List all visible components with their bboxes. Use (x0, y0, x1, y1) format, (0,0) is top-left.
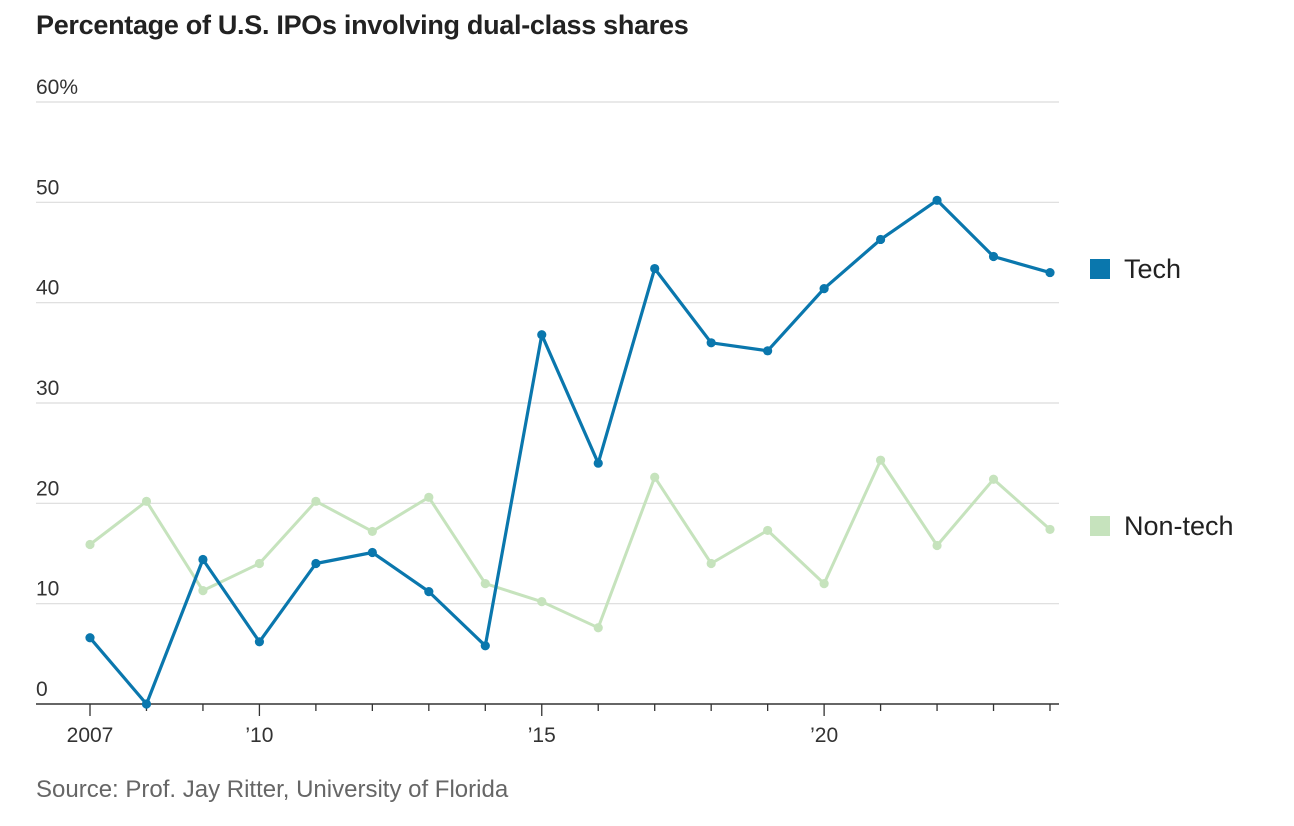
x-tick-label-2015: ’15 (528, 724, 556, 747)
y-tick-label-0: 0 (36, 678, 48, 701)
point-non-tech-2021 (875, 455, 886, 465)
y-axis-ticks: 0 10 20 30 40 50 60% (36, 76, 78, 701)
legend-label-tech: Tech (1124, 254, 1181, 284)
point-non-tech-2014 (480, 579, 490, 589)
point-tech-2017 (650, 263, 660, 274)
x-tick-label-2010: ’10 (245, 724, 273, 747)
series-line-tech (88, 198, 1052, 706)
point-tech-2022 (932, 195, 942, 205)
point-tech-2007 (85, 633, 95, 643)
point-tech-2023 (988, 251, 999, 262)
point-tech-2011 (311, 558, 321, 569)
point-tech-2010 (254, 637, 265, 647)
point-non-tech-2007 (85, 539, 95, 550)
y-tick-label-50: 50 (36, 176, 59, 199)
source-note: Source: Prof. Jay Ritter, University of … (36, 776, 509, 803)
point-non-tech-2024 (1045, 524, 1055, 535)
legend-swatch-non-tech (1090, 516, 1110, 536)
point-tech-2019 (763, 346, 773, 356)
gridlines (36, 101, 1059, 605)
series-line-non-tech (88, 458, 1052, 630)
series-points (85, 195, 1055, 709)
y-tick-label-20: 20 (36, 477, 59, 500)
point-non-tech-2012 (367, 526, 377, 537)
point-tech-2016 (593, 458, 603, 468)
point-non-tech-2018 (706, 558, 716, 569)
point-non-tech-2020 (819, 579, 829, 589)
point-non-tech-2022 (932, 540, 942, 551)
point-non-tech-2013 (424, 492, 434, 502)
point-non-tech-2016 (593, 623, 603, 633)
point-non-tech-2010 (254, 558, 265, 569)
legend-swatch-tech (1090, 259, 1110, 279)
point-tech-2021 (875, 234, 886, 245)
series-lines (88, 198, 1052, 706)
point-non-tech-2019 (763, 525, 773, 536)
point-non-tech-2009 (198, 586, 208, 596)
point-non-tech-2011 (311, 496, 321, 506)
x-tick-label-2007: 2007 (67, 724, 114, 747)
point-non-tech-2023 (988, 474, 999, 484)
x-axis: 2007 ’10 ’15 ’20 (36, 703, 1059, 747)
point-non-tech-2017 (650, 472, 660, 482)
legend-label-non-tech: Non-tech (1124, 511, 1234, 541)
point-tech-2024 (1045, 267, 1055, 278)
x-tick-label-2020: ’20 (810, 724, 838, 747)
point-tech-2018 (706, 338, 716, 348)
point-non-tech-2015 (537, 597, 547, 607)
point-tech-2014 (480, 641, 490, 651)
point-non-tech-2008 (141, 496, 152, 506)
legend: Tech Non-tech (1090, 254, 1234, 541)
point-tech-2012 (367, 547, 377, 558)
y-tick-label-30: 30 (36, 377, 59, 400)
point-tech-2008 (141, 699, 152, 709)
chart-title: Percentage of U.S. IPOs involving dual-c… (36, 10, 689, 40)
y-tick-label-60: 60% (36, 76, 78, 99)
y-tick-label-10: 10 (36, 578, 59, 601)
point-tech-2015 (537, 330, 547, 340)
point-tech-2020 (819, 284, 829, 294)
y-tick-label-40: 40 (36, 277, 59, 300)
point-tech-2009 (198, 554, 208, 565)
point-tech-2013 (424, 587, 434, 597)
